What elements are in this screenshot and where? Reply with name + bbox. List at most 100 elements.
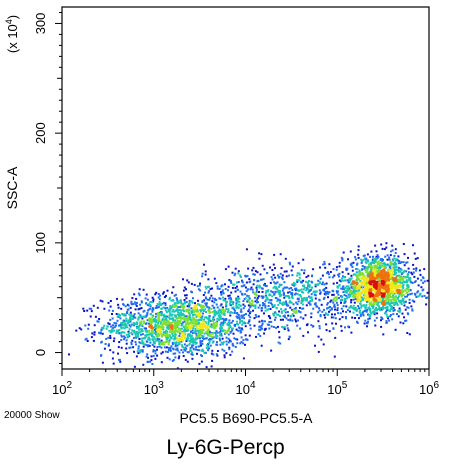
event-dot (152, 300, 155, 303)
event-dot (299, 294, 302, 296)
event-dot (285, 295, 288, 298)
event-dot (223, 356, 226, 359)
event-dot (376, 287, 379, 290)
event-dot (385, 242, 388, 245)
event-dot (389, 314, 392, 316)
event-dot (210, 365, 213, 368)
event-dot (278, 284, 281, 287)
event-dot (247, 295, 250, 298)
event-dot (160, 361, 163, 364)
event-dot (184, 326, 187, 329)
event-dot (177, 357, 180, 360)
event-dot (375, 266, 378, 269)
event-dot (298, 273, 301, 276)
event-dot (270, 276, 273, 279)
event-dot (401, 289, 404, 292)
event-dot (240, 308, 243, 311)
event-dot (333, 274, 336, 277)
event-dot (400, 301, 403, 304)
event-dot (406, 291, 409, 294)
event-dot (290, 269, 293, 272)
event-dot (139, 303, 142, 306)
event-dot (96, 320, 99, 323)
event-dot (356, 287, 358, 290)
event-dot (127, 333, 130, 336)
event-dot (199, 329, 202, 332)
event-dot (192, 332, 194, 335)
event-dot (253, 296, 256, 299)
event-dot (222, 320, 225, 323)
event-dot (341, 259, 344, 262)
event-dot (381, 275, 384, 278)
event-dot (176, 330, 179, 333)
event-dot (129, 320, 132, 323)
event-dot (402, 243, 405, 245)
event-dot (341, 271, 344, 274)
event-dot (109, 334, 112, 337)
event-dot (149, 301, 152, 303)
event-dot (348, 290, 351, 293)
event-dot (132, 323, 135, 326)
event-dot (117, 330, 120, 332)
event-dot (398, 311, 401, 314)
event-dot (375, 255, 378, 258)
event-dot (389, 315, 392, 318)
event-dot (223, 349, 226, 352)
event-dot (343, 297, 346, 300)
event-dot (283, 296, 286, 299)
event-dot (138, 307, 141, 310)
event-dot (183, 286, 186, 289)
event-dot (403, 269, 406, 272)
event-dot (365, 276, 368, 279)
event-dot (345, 317, 347, 320)
event-dot (218, 287, 221, 290)
event-dot (178, 355, 181, 358)
event-dot (199, 282, 201, 285)
event-dot (285, 317, 288, 320)
event-dot (281, 274, 284, 277)
event-dot (291, 292, 294, 295)
event-dot (220, 334, 223, 337)
event-dot (378, 280, 381, 283)
event-dot (286, 311, 289, 313)
event-dot (220, 312, 223, 315)
event-dot (381, 291, 384, 293)
event-dot (181, 324, 184, 326)
event-dot (165, 329, 168, 332)
event-dot (208, 342, 211, 344)
event-dot (308, 295, 311, 298)
event-dot (356, 299, 359, 302)
event-dot (266, 297, 269, 300)
event-dot (345, 285, 348, 288)
y-tick-label: 0 (33, 349, 48, 356)
event-dot (118, 358, 121, 361)
event-dot (157, 326, 160, 329)
event-dot (384, 277, 387, 280)
event-dot (211, 332, 214, 335)
event-dot (140, 333, 142, 336)
event-dot (252, 283, 255, 286)
event-dot (154, 357, 157, 360)
event-dot (206, 306, 209, 309)
event-dot (393, 281, 396, 283)
event-dot (303, 272, 306, 275)
event-dot (165, 340, 168, 343)
event-dot (135, 297, 138, 300)
event-dot (227, 285, 230, 288)
event-dot (243, 305, 246, 308)
event-dot (331, 293, 334, 296)
event-dot (384, 295, 387, 298)
event-dot (167, 308, 170, 311)
event-dot (188, 343, 191, 346)
event-dot (385, 246, 388, 249)
event-dot (401, 300, 404, 303)
event-dot (179, 329, 182, 332)
event-dot (319, 292, 322, 295)
event-dot (197, 324, 200, 327)
event-dot (388, 286, 391, 289)
event-dot (118, 341, 121, 343)
event-dot (248, 334, 251, 337)
event-dot (349, 291, 352, 294)
x-tick-label: 103 (144, 380, 164, 397)
event-dot (302, 279, 305, 282)
